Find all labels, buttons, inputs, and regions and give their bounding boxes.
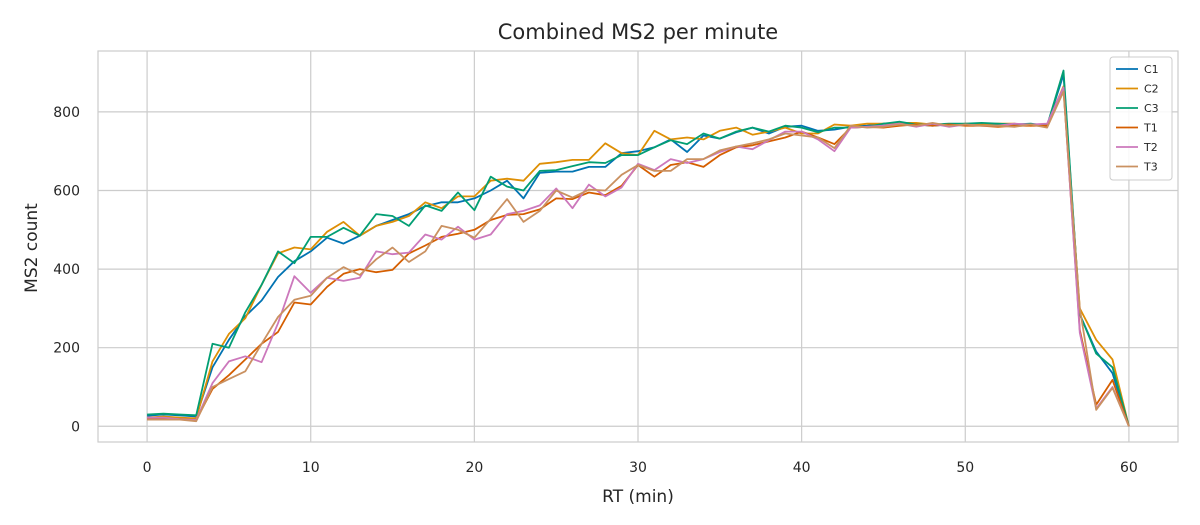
chart-title: Combined MS2 per minute [498, 20, 778, 44]
y-tick-label: 200 [53, 341, 80, 357]
plot-area [97, 50, 1179, 443]
legend-frame [1109, 56, 1173, 181]
legend-label-t2: T2 [1143, 141, 1158, 154]
x-tick-label: 20 [465, 460, 483, 476]
y-axis-label: MS2 count [22, 203, 42, 293]
x-tick-label: 40 [793, 460, 811, 476]
y-tick-label: 600 [53, 184, 80, 200]
x-axis-label: RT (min) [602, 487, 674, 507]
legend-label-t3: T3 [1143, 161, 1158, 174]
y-tick-labels: 0 200 400 600 800 [53, 105, 80, 435]
x-tick-label: 60 [1120, 460, 1138, 476]
x-tick-label: 50 [956, 460, 974, 476]
legend-label-c1: C1 [1144, 63, 1159, 76]
legend-label-t1: T1 [1143, 122, 1158, 135]
legend-label-c2: C2 [1144, 83, 1159, 96]
y-tick-label: 0 [71, 419, 80, 435]
x-tick-label: 10 [302, 460, 320, 476]
x-tick-label: 30 [629, 460, 647, 476]
y-tick-label: 400 [53, 262, 80, 278]
x-tick-label: 0 [143, 460, 152, 476]
x-tick-labels: 0 10 20 30 40 50 60 [143, 460, 1138, 476]
legend-label-c3: C3 [1144, 102, 1159, 115]
legend: C1 C2 C3 T1 T2 T3 [1109, 56, 1173, 181]
series-lines [147, 69, 1130, 427]
series-line-t3 [147, 90, 1130, 427]
y-tick-label: 800 [53, 105, 80, 121]
